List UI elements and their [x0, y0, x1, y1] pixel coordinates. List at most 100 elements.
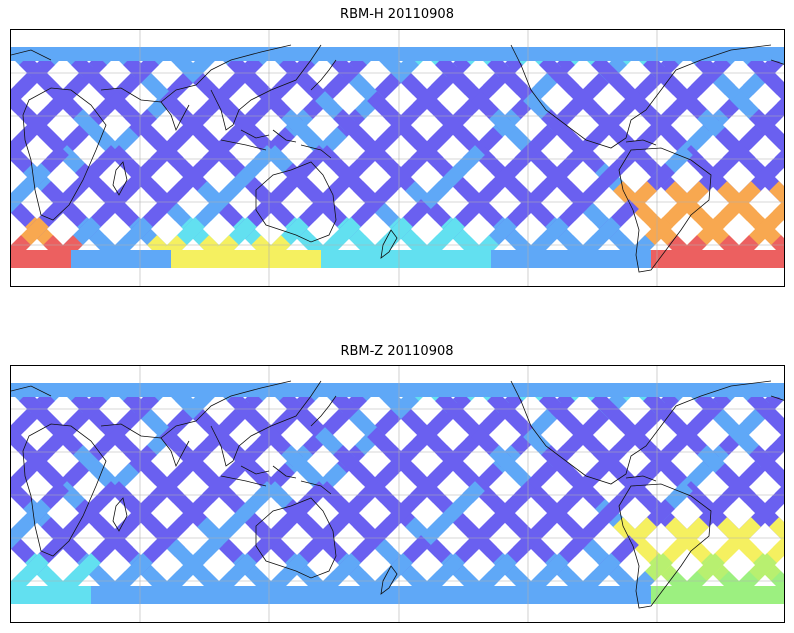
south-band-cell — [781, 250, 784, 268]
coastline — [22, 423, 107, 557]
south-band-cell — [161, 250, 171, 268]
south-band-cell — [171, 250, 181, 268]
coastline — [300, 480, 332, 495]
south-band-cell — [311, 250, 321, 268]
south-band-cell — [781, 586, 784, 604]
coastline — [100, 44, 292, 103]
south-band-cell — [401, 586, 411, 604]
south-band-cell — [561, 250, 571, 268]
south-band-cell — [691, 250, 701, 268]
south-band-cell — [541, 250, 551, 268]
top-map-panel — [10, 29, 785, 287]
coastlines — [11, 380, 784, 609]
south-band-cell — [501, 586, 511, 604]
south-band-cell — [161, 586, 171, 604]
coastline — [220, 139, 267, 151]
south-band-cell — [741, 250, 751, 268]
coastline — [770, 395, 784, 401]
south-band-cell — [751, 586, 761, 604]
coastline — [255, 161, 337, 243]
south-band-cell — [611, 250, 621, 268]
coastline — [112, 497, 128, 532]
south-band-cell — [321, 250, 331, 268]
south-band-cell — [371, 250, 381, 268]
coastline — [240, 129, 270, 139]
coastline — [770, 59, 784, 65]
south-band-cell — [331, 586, 341, 604]
south-band-cell — [621, 250, 631, 268]
south-band-cell — [601, 250, 611, 268]
south-band-cell — [711, 250, 721, 268]
coastline — [272, 465, 297, 479]
coastline — [11, 385, 52, 397]
south-band-cell — [361, 586, 371, 604]
south-band-cell — [541, 586, 551, 604]
south-band-cell — [261, 250, 271, 268]
south-band-cell — [201, 250, 211, 268]
south-band-cell — [21, 586, 31, 604]
south-band-cell — [621, 586, 631, 604]
south-band-cell — [341, 586, 351, 604]
south-band-cell — [511, 250, 521, 268]
south-band-cell — [421, 586, 431, 604]
bottom-panel-title: RBM-Z 20110908 — [340, 344, 454, 359]
coastline — [625, 139, 657, 146]
south-band-cell — [491, 250, 501, 268]
south-band-cell — [141, 250, 151, 268]
south-band-cell — [411, 586, 421, 604]
south-band-cell — [181, 250, 191, 268]
south-band-cell — [301, 250, 311, 268]
south-band-cell — [401, 250, 411, 268]
south-band-cell — [411, 250, 421, 268]
coastline — [160, 437, 190, 468]
south-band-cell — [591, 586, 601, 604]
swath-segment — [11, 409, 37, 445]
south-band-cell — [61, 250, 71, 268]
south-band-cell — [601, 586, 611, 604]
south-band-cell — [101, 250, 111, 268]
south-band-cell — [241, 250, 251, 268]
coastline — [310, 59, 337, 91]
swath-segment — [769, 517, 784, 542]
swath-layer — [11, 47, 784, 268]
south-band-cell — [661, 250, 671, 268]
south-band-cell — [31, 250, 41, 268]
south-band-cell — [241, 586, 251, 604]
coastline — [22, 87, 107, 221]
south-band-cell — [431, 250, 441, 268]
coastline — [300, 144, 332, 159]
south-band-cell — [281, 586, 291, 604]
swath-segment — [11, 235, 31, 265]
south-band-cell — [211, 586, 221, 604]
swath-segment — [767, 127, 784, 154]
south-band-cell — [151, 250, 161, 268]
south-band-cell — [741, 586, 751, 604]
graticule — [11, 30, 784, 286]
south-band-cell — [271, 586, 281, 604]
coastlines — [11, 44, 784, 273]
south-band-cell — [701, 586, 711, 604]
south-band-cell — [771, 250, 781, 268]
coastline — [310, 395, 337, 427]
swath-segment — [11, 517, 33, 549]
coastline — [210, 44, 322, 131]
south-band-cell — [451, 250, 461, 268]
north-band — [11, 383, 784, 397]
south-band-cell — [551, 586, 561, 604]
coastline — [11, 49, 52, 61]
south-band-cell — [81, 250, 91, 268]
south-band-cell — [471, 586, 481, 604]
south-band-cell — [581, 586, 591, 604]
south-band — [11, 250, 784, 268]
swath-segment — [765, 73, 784, 102]
coastline — [112, 161, 128, 196]
south-band-cell — [761, 250, 771, 268]
south-band-cell — [151, 586, 161, 604]
south-band-cell — [421, 250, 431, 268]
coastline — [240, 465, 270, 475]
north-band — [11, 47, 784, 61]
south-band-cell — [71, 250, 81, 268]
south-band-cell — [431, 586, 441, 604]
south-band-cell — [11, 250, 21, 268]
south-band-cell — [381, 586, 391, 604]
